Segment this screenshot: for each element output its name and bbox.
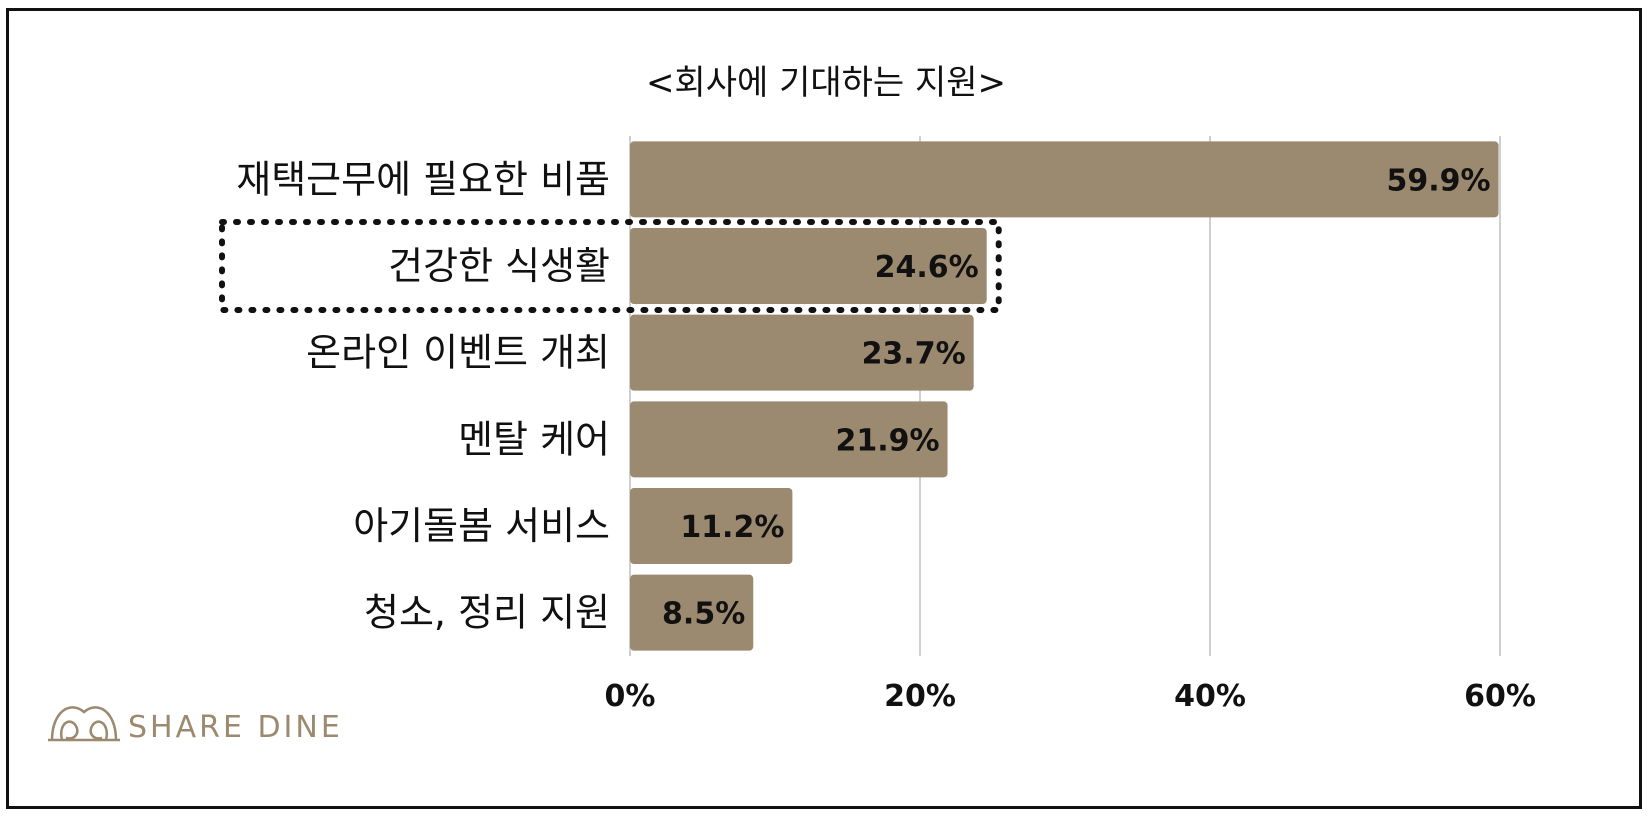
bar <box>630 314 974 391</box>
bar <box>630 401 948 478</box>
brand-logo: SHARE DINE <box>48 706 343 745</box>
category-label: 아기돌봄 서비스 <box>353 504 610 548</box>
chart-title: <회사에 기대하는 지원> <box>646 63 1006 103</box>
x-tick-label: 0% <box>605 679 656 714</box>
category-label: 온라인 이벤트 개최 <box>306 331 610 375</box>
value-labels: 59.9% 24.6% 23.7% 21.9% 11.2% 8.5% <box>662 163 1491 631</box>
value-label: 59.9% <box>1386 163 1490 198</box>
bar <box>630 488 793 564</box>
category-label: 멘탈 케어 <box>458 417 610 461</box>
brand-name: SHARE DINE <box>128 710 343 745</box>
category-label: 재택근무에 필요한 비품 <box>236 157 610 201</box>
category-label: 건강한 식생활 <box>388 244 610 288</box>
value-label: 24.6% <box>875 250 979 285</box>
x-tick-label: 20% <box>884 679 956 714</box>
sharedine-logo-icon <box>48 706 120 742</box>
value-label: 23.7% <box>862 337 966 372</box>
category-label: 청소, 정리 지원 <box>364 591 610 635</box>
bar <box>630 141 1499 218</box>
bars <box>630 141 1499 651</box>
x-tick-label: 60% <box>1464 679 1536 714</box>
value-label: 11.2% <box>680 510 784 545</box>
value-label: 21.9% <box>835 423 939 458</box>
x-axis-ticks: 0% 20% 40% 60% <box>605 679 1536 714</box>
value-label: 8.5% <box>662 597 745 632</box>
bar <box>630 574 754 651</box>
x-tick-label: 40% <box>1174 679 1246 714</box>
bar <box>630 228 987 304</box>
